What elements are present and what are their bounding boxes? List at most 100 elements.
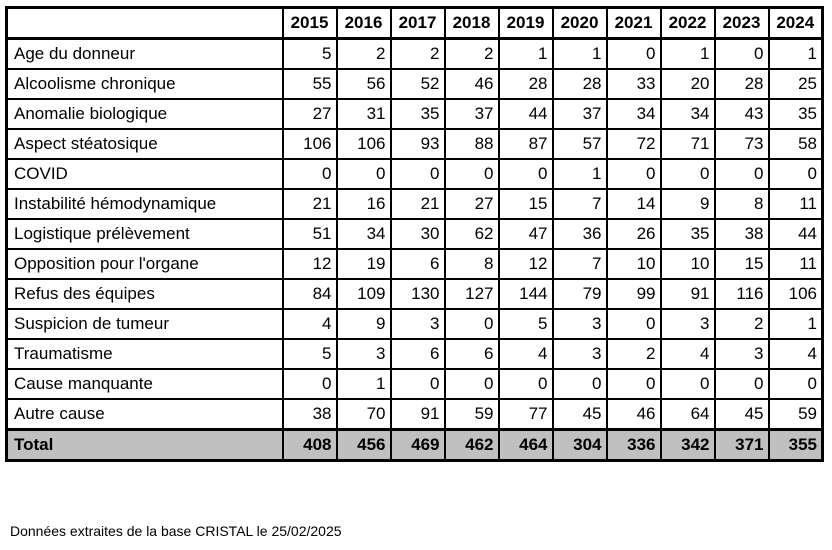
total-value-cell: 355 — [767, 428, 824, 462]
value-cell: 130 — [389, 278, 446, 310]
value-cell: 38 — [713, 218, 770, 250]
value-cell: 35 — [389, 98, 446, 130]
value-cell: 11 — [767, 188, 824, 220]
row-label: Cause manquante — [5, 368, 284, 400]
total-value-cell: 464 — [497, 428, 554, 462]
value-cell: 37 — [551, 98, 608, 130]
row-label: Refus des équipes — [5, 278, 284, 310]
value-cell: 0 — [281, 158, 338, 190]
year-header-2020: 2020 — [551, 6, 608, 40]
table-row: Aspect stéatosique 106 106 93 88 87 57 72 71 73 58 — [5, 128, 824, 160]
header-corner-cell — [5, 6, 284, 40]
value-cell: 35 — [659, 218, 716, 250]
value-cell: 3 — [335, 338, 392, 370]
year-header-2017: 2017 — [389, 6, 446, 40]
value-cell: 12 — [497, 248, 554, 280]
value-cell: 8 — [713, 188, 770, 220]
value-cell: 72 — [605, 128, 662, 160]
value-cell: 1 — [767, 37, 824, 70]
value-cell: 4 — [767, 338, 824, 370]
value-cell: 45 — [713, 398, 770, 431]
value-cell: 0 — [443, 158, 500, 190]
value-cell: 46 — [605, 398, 662, 431]
total-value-cell: 304 — [551, 428, 608, 462]
value-cell: 4 — [497, 338, 554, 370]
table-row: Refus des équipes 84 109 130 127 144 79 99 91 116… — [5, 278, 824, 310]
value-cell: 10 — [659, 248, 716, 280]
value-cell: 0 — [281, 368, 338, 400]
year-header-2016: 2016 — [335, 6, 392, 40]
value-cell: 62 — [443, 218, 500, 250]
row-label: Anomalie biologique — [5, 98, 284, 130]
row-label: COVID — [5, 158, 284, 190]
table-row: Autre cause 38 70 91 59 77 45 46 64 45 59 — [5, 398, 824, 431]
total-value-cell: 462 — [443, 428, 500, 462]
value-cell: 4 — [659, 338, 716, 370]
value-cell: 26 — [605, 218, 662, 250]
value-cell: 0 — [389, 158, 446, 190]
value-cell: 3 — [713, 338, 770, 370]
row-label: Logistique prélèvement — [5, 218, 284, 250]
year-header-2024: 2024 — [767, 6, 824, 40]
value-cell: 14 — [605, 188, 662, 220]
year-header-2022: 2022 — [659, 6, 716, 40]
value-cell: 27 — [281, 98, 338, 130]
total-value-cell: 342 — [659, 428, 716, 462]
value-cell: 0 — [335, 158, 392, 190]
value-cell: 47 — [497, 218, 554, 250]
value-cell: 12 — [281, 248, 338, 280]
value-cell: 2 — [713, 308, 770, 340]
causes-table: 2015 2016 2017 2018 2019 2020 2021 2022 2023 2024… — [5, 6, 824, 462]
value-cell: 21 — [281, 188, 338, 220]
table-row: Cause manquante 0 1 0 0 0 0 0 0 0 0 — [5, 368, 824, 400]
value-cell: 0 — [713, 158, 770, 190]
value-cell: 0 — [767, 368, 824, 400]
row-label: Aspect stéatosique — [5, 128, 284, 160]
value-cell: 28 — [497, 68, 554, 100]
table-row: Alcoolisme chronique 55 56 52 46 28 28 33 20 28 25 — [5, 68, 824, 100]
value-cell: 144 — [497, 278, 554, 310]
value-cell: 116 — [713, 278, 770, 310]
value-cell: 30 — [389, 218, 446, 250]
value-cell: 106 — [335, 128, 392, 160]
value-cell: 5 — [281, 37, 338, 70]
value-cell: 28 — [551, 68, 608, 100]
value-cell: 59 — [443, 398, 500, 431]
value-cell: 0 — [605, 158, 662, 190]
value-cell: 7 — [551, 188, 608, 220]
value-cell: 0 — [659, 368, 716, 400]
value-cell: 25 — [767, 68, 824, 100]
value-cell: 3 — [389, 308, 446, 340]
value-cell: 55 — [281, 68, 338, 100]
value-cell: 34 — [659, 98, 716, 130]
value-cell: 87 — [497, 128, 554, 160]
value-cell: 73 — [713, 128, 770, 160]
value-cell: 11 — [767, 248, 824, 280]
value-cell: 77 — [497, 398, 554, 431]
year-header-2015: 2015 — [281, 6, 338, 40]
value-cell: 38 — [281, 398, 338, 431]
value-cell: 3 — [551, 338, 608, 370]
value-cell: 15 — [497, 188, 554, 220]
value-cell: 99 — [605, 278, 662, 310]
value-cell: 2 — [389, 37, 446, 70]
value-cell: 88 — [443, 128, 500, 160]
value-cell: 0 — [713, 368, 770, 400]
header-row: 2015 2016 2017 2018 2019 2020 2021 2022 2023 2024 — [5, 6, 824, 40]
year-header-2019: 2019 — [497, 6, 554, 40]
value-cell: 2 — [605, 338, 662, 370]
value-cell: 35 — [767, 98, 824, 130]
table-row: Opposition pour l'organe 12 19 6 8 12 7 10 10 15 1… — [5, 248, 824, 280]
value-cell: 0 — [767, 158, 824, 190]
value-cell: 0 — [605, 368, 662, 400]
value-cell: 59 — [767, 398, 824, 431]
value-cell: 33 — [605, 68, 662, 100]
value-cell: 4 — [281, 308, 338, 340]
value-cell: 71 — [659, 128, 716, 160]
value-cell: 127 — [443, 278, 500, 310]
value-cell: 1 — [551, 37, 608, 70]
value-cell: 1 — [497, 37, 554, 70]
value-cell: 51 — [281, 218, 338, 250]
table-row: Instabilité hémodynamique 21 16 21 27 15 7 14 9 8… — [5, 188, 824, 220]
value-cell: 3 — [551, 308, 608, 340]
